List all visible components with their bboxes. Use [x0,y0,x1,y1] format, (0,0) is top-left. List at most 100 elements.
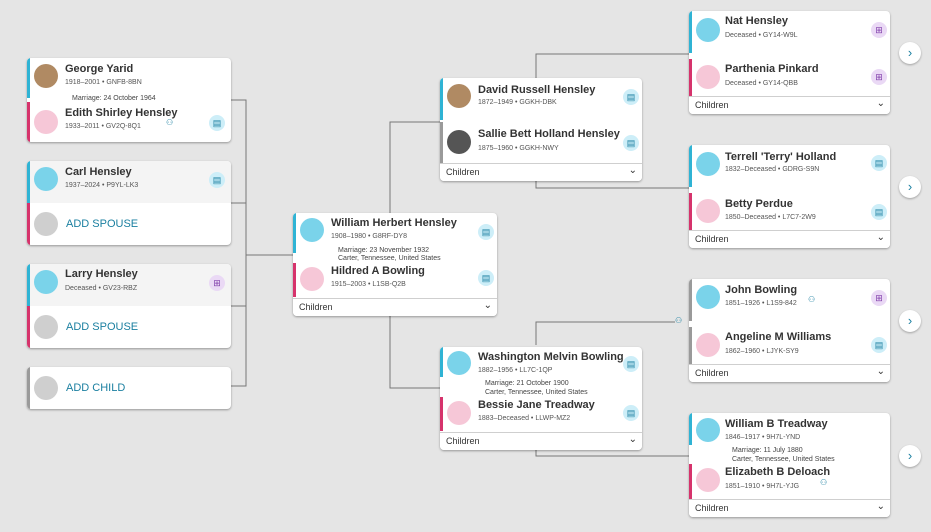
person-photo [447,130,471,154]
children-dropdown[interactable]: Children ⌄ [689,364,890,382]
female-avatar-icon [696,468,720,492]
person-name: Parthenia Pinkard [725,63,819,75]
person-vitals: 1908–1980 • G8RF-DY8 [331,233,407,240]
male-avatar-icon [300,218,324,242]
person-george-yarid[interactable]: George Yarid 1918–2001 • GNFB-8BN [27,58,231,98]
chevron-down-icon: ⌄ [876,366,885,377]
person-nat-hensley[interactable]: Nat Hensley Deceased • GY14-W9L ⊞ [689,11,890,53]
person-vitals: 1862–1960 • LJYK-SY9 [725,348,799,355]
record-hint-icon[interactable]: ▤ [871,204,887,220]
expand-ancestors-chevron-right-icon[interactable]: › [899,176,921,198]
person-vitals: Deceased • GY14-W9L [725,32,798,39]
male-avatar-icon [696,418,720,442]
male-avatar-icon [447,351,471,375]
parents-card-bowling: Washington Melvin Bowling 1882–1956 • LL… [440,347,642,450]
children-dropdown[interactable]: Children ⌄ [440,432,642,450]
grandparents-card-nat-parthenia: Nat Hensley Deceased • GY14-W9L ⊞ Parthe… [689,11,890,114]
expand-ancestors-chevron-right-icon[interactable]: › [899,445,921,467]
add-child-button[interactable]: ADD CHILD [66,382,126,394]
expand-ancestors-chevron-right-icon[interactable]: › [899,310,921,332]
record-hint-icon[interactable]: ▤ [209,115,225,131]
person-terrell-terry-holland[interactable]: Terrell 'Terry' Holland 1832–Deceased • … [689,145,890,187]
spouse-family-card-george-edith: George Yarid 1918–2001 • GNFB-8BN Marria… [27,58,231,142]
person-john-bowling[interactable]: John Bowling ⚇ 1851–1926 • L1S9-842 ⊞ [689,279,890,321]
person-carl-hensley[interactable]: Carl Hensley 1937–2024 • P9YL-LK3 ▤ [27,161,231,203]
add-spouse-row[interactable]: ADD SPOUSE [27,203,231,245]
person-name: Edith Shirley Hensley [65,107,178,119]
person-hildred-a-bowling[interactable]: Hildred A Bowling 1915–2003 • L1SB-Q2B ▤ [293,263,497,297]
children-dropdown[interactable]: Children ⌄ [293,298,497,316]
person-william-b-treadway[interactable]: William B Treadway 1846–1917 • 9H7L-YND [689,413,890,445]
research-suggestion-icon[interactable]: ⊞ [871,69,887,85]
person-vitals: 1832–Deceased • GDRG-S9N [725,166,820,173]
male-avatar-icon [34,270,58,294]
person-name: George Yarid [65,63,134,75]
record-hint-icon[interactable]: ▤ [209,172,225,188]
person-name: Carl Hensley [65,166,132,178]
marriage-place: Carter, Tennessee, United States [732,456,835,463]
research-suggestion-icon[interactable]: ⊞ [871,290,887,306]
chevron-down-icon: ⌄ [628,434,637,445]
record-hint-icon[interactable]: ▤ [623,89,639,105]
relationship-icon[interactable]: ⚇ [820,478,828,487]
female-avatar-icon [34,110,58,134]
marriage-place: Carter, Tennessee, United States [485,389,588,396]
person-name: Sallie Bett Holland Hensley [478,128,620,140]
add-spouse-button[interactable]: ADD SPOUSE [66,218,139,230]
person-name: David Russell Hensley [478,84,596,96]
male-avatar-icon [696,152,720,176]
record-hint-icon[interactable]: ▤ [478,270,494,286]
children-label: Children [695,368,729,378]
research-suggestion-icon[interactable]: ⊞ [209,275,225,291]
person-betty-perdue[interactable]: Betty Perdue 1850–Deceased • L7C7-2W9 ▤ [689,193,890,231]
research-suggestion-icon[interactable]: ⊞ [871,22,887,38]
children-dropdown[interactable]: Children ⌄ [689,230,890,248]
spouse-family-card-carl: Carl Hensley 1937–2024 • P9YL-LK3 ▤ ADD … [27,161,231,245]
person-vitals: 1937–2024 • P9YL-LK3 [65,182,139,189]
children-dropdown[interactable]: Children ⌄ [440,163,642,181]
children-label: Children [446,436,480,446]
add-child-card[interactable]: ADD CHILD [27,367,231,409]
marriage-text: Marriage: 24 October 1964 [72,95,156,102]
person-elizabeth-b-deloach[interactable]: Elizabeth B Deloach ⚇ 1851–1910 • 9H7L-Y… [689,464,890,499]
person-larry-hensley[interactable]: Larry Hensley Deceased • GV23-RBZ ⊞ [27,264,231,306]
chevron-down-icon: ⌄ [876,98,885,109]
relationship-icon[interactable]: ⚇ [808,295,816,304]
spouse-family-card-larry: Larry Hensley Deceased • GV23-RBZ ⊞ ADD … [27,264,231,348]
person-parthenia-pinkard[interactable]: Parthenia Pinkard Deceased • GY14-QBB ⊞ [689,59,890,97]
children-label: Children [695,503,729,513]
children-dropdown[interactable]: Children ⌄ [689,499,890,517]
person-sallie-bett-holland-hensley[interactable]: Sallie Bett Holland Hensley 1875–1960 • … [440,122,642,164]
add-spouse-row[interactable]: ADD SPOUSE [27,306,231,348]
person-name: William Herbert Hensley [331,217,457,229]
person-edith-shirley-hensley[interactable]: Edith Shirley Hensley ⚇ 1933–2011 • GV2Q… [27,102,231,142]
children-dropdown[interactable]: Children ⌄ [689,96,890,114]
person-vitals: 1883–Deceased • LLWP-MZ2 [478,415,571,422]
parents-card-hensley: David Russell Hensley 1872–1949 • GGKH-D… [440,78,642,181]
add-spouse-button[interactable]: ADD SPOUSE [66,321,139,333]
person-vitals: Deceased • GY14-QBB [725,80,798,87]
person-william-herbert-hensley[interactable]: William Herbert Hensley 1908–1980 • G8RF… [293,213,497,253]
record-hint-icon[interactable]: ▤ [623,356,639,372]
person-david-russell-hensley[interactable]: David Russell Hensley 1872–1949 • GGKH-D… [440,78,642,120]
add-child-row[interactable]: ADD CHILD [27,367,231,409]
person-angeline-m-williams[interactable]: Angeline M Williams 1862–1960 • LJYK-SY9… [689,327,890,365]
record-hint-icon[interactable]: ▤ [623,405,639,421]
male-avatar-icon [34,167,58,191]
person-vitals: 1875–1960 • GGKH-NWY [478,145,559,152]
female-avatar-icon [447,401,471,425]
relationship-icon[interactable]: ⚇ [675,316,683,325]
record-hint-icon[interactable]: ▤ [871,337,887,353]
record-hint-icon[interactable]: ▤ [871,155,887,171]
unknown-avatar-icon [34,315,58,339]
relationship-icon[interactable]: ⚇ [166,118,174,127]
record-hint-icon[interactable]: ▤ [623,135,639,151]
person-washington-melvin-bowling[interactable]: Washington Melvin Bowling 1882–1956 • LL… [440,347,642,377]
record-hint-icon[interactable]: ▤ [478,224,494,240]
person-vitals: 1882–1956 • LL7C-1QP [478,367,553,374]
person-vitals: 1851–1910 • 9H7L-YJG [725,483,800,490]
person-name: Hildred A Bowling [331,265,425,277]
expand-ancestors-chevron-right-icon[interactable]: › [899,42,921,64]
chevron-down-icon: ⌄ [628,165,637,176]
person-bessie-jane-treadway[interactable]: Bessie Jane Treadway 1883–Deceased • LLW… [440,397,642,431]
